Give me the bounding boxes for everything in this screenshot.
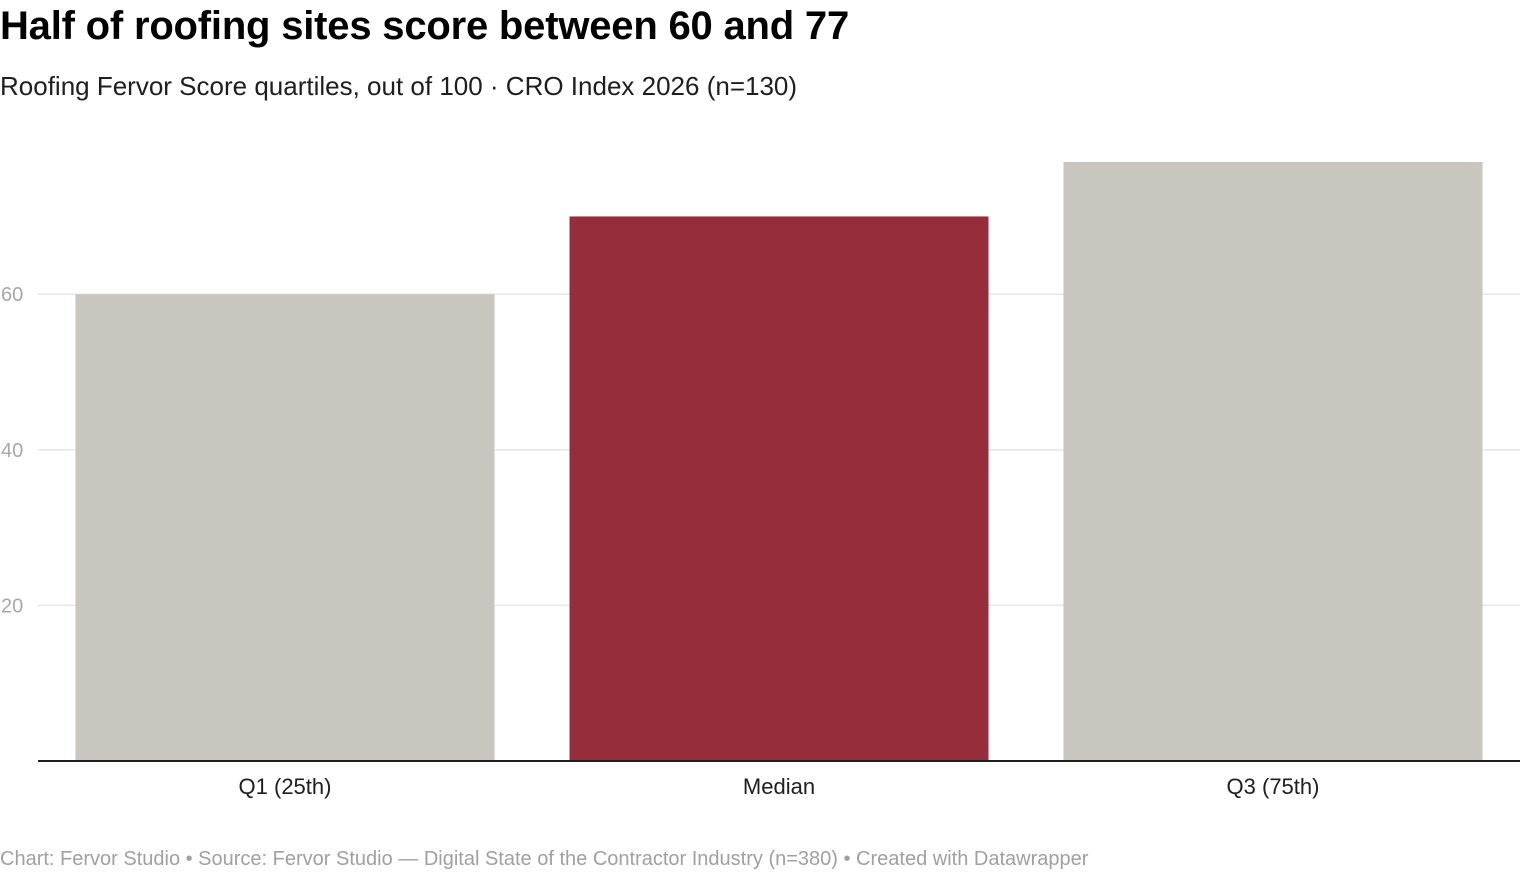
x-category-label: Median: [743, 774, 815, 799]
x-category-label: Q3 (75th): [1227, 774, 1320, 799]
bar-3: [1063, 162, 1483, 761]
bar-2: [569, 216, 989, 762]
axes: 20 40 60 Q1 (25th) Median Q3 (75th): [1, 284, 1520, 799]
y-tick-label: 60: [1, 284, 23, 306]
x-category-label: Q1 (25th): [239, 774, 332, 799]
bar-chart: 20 40 60 Q1 (25th) Median Q3 (75th): [0, 120, 1520, 810]
y-tick-label: 20: [1, 595, 23, 617]
bar-1: [75, 294, 495, 761]
chart-subtitle: Roofing Fervor Score quartiles, out of 1…: [0, 71, 798, 101]
bars: [75, 162, 1483, 762]
chart-svg: 20 40 60 Q1 (25th) Median Q3 (75th): [1, 162, 1520, 799]
chart-title: Half of roofing sites score between 60 a…: [0, 4, 850, 48]
y-tick-label: 40: [1, 440, 23, 462]
chart-footer: Chart: Fervor Studio • Source: Fervor St…: [0, 848, 1089, 870]
